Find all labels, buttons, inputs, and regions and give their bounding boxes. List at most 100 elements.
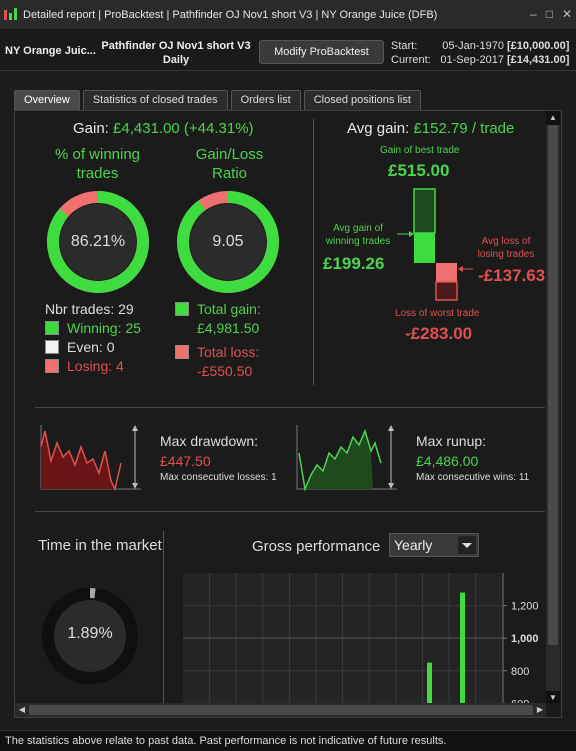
scroll-left-icon[interactable]: ◀: [18, 705, 26, 714]
winning-swatch: [45, 321, 59, 335]
divider-top: [35, 407, 545, 408]
title-bar: Detailed report | ProBacktest | Pathfind…: [0, 0, 576, 30]
avg-gain-summary: Avg gain: £152.79 / trade: [347, 120, 514, 137]
start-label: Start:: [391, 40, 418, 52]
vertical-scroll-thumb[interactable]: [548, 125, 558, 645]
gain-label: Gain:: [73, 120, 109, 137]
nbr-trades: Nbr trades: 29: [45, 301, 134, 317]
gain-summary: Gain: £4,431.00 (+44.31%): [73, 120, 254, 137]
tab-closed-positions-list[interactable]: Closed positions list: [303, 90, 421, 110]
total-gain-value: £4,981.50: [197, 320, 260, 336]
current-value: [£14,431.00]: [507, 54, 570, 66]
avg-gain-loss-diagram: [397, 188, 473, 301]
date-range: Start: 05-Jan-1970 [£10,000.00] Current:…: [391, 39, 569, 67]
losing-swatch: [45, 359, 59, 373]
overview-panel: Gain: £4,431.00 (+44.31%) % of winning t…: [14, 110, 562, 718]
maximize-button[interactable]: □: [545, 7, 553, 21]
winning-count: Winning: 25: [67, 320, 141, 336]
worst-trade-label: Loss of worst trade: [395, 308, 480, 319]
runup-area: [305, 431, 373, 489]
strategy-title: Pathfinder OJ Nov1 short V3: [101, 40, 251, 52]
worst-trade-bar: [435, 281, 458, 301]
market-divider: [163, 531, 164, 711]
app-logo-icon: [4, 7, 18, 22]
y-tick-label: 1,000: [511, 633, 539, 645]
total-loss-swatch: [175, 345, 189, 359]
runup-arrow-down-icon: [388, 483, 394, 489]
y-tick-label: 600: [511, 698, 529, 705]
horizontal-scroll-thumb[interactable]: [29, 705, 533, 715]
window-title: Detailed report | ProBacktest | Pathfind…: [23, 8, 438, 21]
period-select[interactable]: Yearly: [389, 533, 479, 557]
runup-arrow-up-icon: [388, 425, 394, 431]
gain-loss-ratio-value: 9.05: [212, 233, 244, 250]
total-loss-label: Total loss:: [197, 344, 260, 360]
disclaimer-footer: The statistics above relate to past data…: [0, 730, 576, 751]
period-select-value: Yearly: [394, 537, 433, 553]
max-consecutive-wins: Max consecutive wins: 11: [416, 472, 530, 483]
max-runup-value: £4,486.00: [416, 453, 479, 469]
avg-win-arrow-icon: [409, 231, 414, 237]
runup-line: [298, 428, 382, 492]
modify-probacktest-button[interactable]: Modify ProBacktest: [259, 40, 384, 64]
scrollbar-corner: [546, 703, 560, 717]
current-label: Current:: [391, 54, 431, 66]
start-value: [£10,000.00]: [507, 40, 570, 52]
total-gain-label: Total gain:: [197, 301, 261, 317]
minimize-button[interactable]: –: [530, 7, 537, 21]
gain-value: £4,431.00 (+44.31%): [113, 120, 254, 137]
gross-performance-title: Gross performance: [252, 538, 381, 555]
drawdown-area: [41, 431, 115, 489]
avg-loss-value: -£137.63: [478, 266, 546, 285]
avg-loss-label: Avg loss of losing trades: [477, 236, 535, 260]
scroll-down-icon[interactable]: ▼: [546, 691, 560, 705]
winning-ring-center: [60, 204, 136, 280]
runup-chart: [296, 425, 397, 492]
chevron-down-icon: [462, 543, 472, 548]
gross-bar: [427, 662, 432, 705]
avg-win-bar: [414, 233, 435, 263]
tab-orders-list[interactable]: Orders list: [230, 90, 301, 110]
gross-performance-chart: 1,200 1,000 800 600: [183, 573, 539, 705]
max-runup-label: Max runup:: [416, 433, 487, 449]
scroll-right-icon[interactable]: ▶: [536, 705, 544, 714]
market-gauge-center: [54, 600, 126, 672]
even-swatch: [45, 340, 59, 354]
gain-loss-ring-center: [190, 204, 266, 280]
vertical-scrollbar[interactable]: ▲ ▼: [546, 111, 560, 705]
drawdown-line: [40, 430, 122, 492]
avg-gain-value: £152.79 / trade: [413, 120, 515, 137]
divider-bottom: [35, 511, 545, 512]
drawdown-arrow-up-icon: [132, 425, 138, 431]
report-tabs: Overview Statistics of closed trades Ord…: [14, 90, 424, 110]
avg-loss-arrow-icon: [458, 266, 463, 272]
tab-statistics-closed-trades[interactable]: Statistics of closed trades: [82, 90, 228, 110]
section-divider: [313, 119, 314, 385]
best-trade-bar: [413, 188, 436, 234]
horizontal-scrollbar[interactable]: ◀ ▶: [15, 703, 547, 717]
avg-gain-label: Avg gain:: [347, 120, 410, 137]
strategy-timeframe: Daily: [162, 54, 190, 66]
losing-count: Losing: 4: [67, 358, 124, 374]
scroll-up-icon[interactable]: ▲: [546, 111, 560, 125]
winning-trades-title: % of winning trades: [54, 146, 141, 182]
strategy-name: Pathfinder OJ Nov1 short V3 Daily: [95, 39, 257, 67]
worst-trade-value: -£283.00: [405, 324, 473, 343]
close-button[interactable]: ✕: [561, 7, 572, 21]
y-tick-label: 800: [511, 666, 529, 678]
time-in-market-value: 1.89%: [67, 625, 113, 642]
gain-loss-ring-arc: [177, 191, 279, 293]
best-trade-label: Gain of best trade: [380, 145, 460, 156]
total-gain-swatch: [175, 302, 189, 316]
market-gauge-arc: [42, 588, 138, 684]
max-drawdown-label: Max drawdown:: [160, 433, 259, 449]
gain-loss-ratio-title: Gain/Loss Ratio: [195, 146, 264, 182]
drawdown-chart: [40, 425, 141, 492]
start-date: 05-Jan-1970: [442, 40, 504, 52]
period-select-button[interactable]: [458, 536, 476, 554]
report-header: NY Orange Juic... Pathfinder OJ Nov1 sho…: [0, 31, 576, 71]
winning-ring-arc: [47, 191, 149, 293]
y-tick-label: 1,200: [511, 601, 539, 613]
instrument-name: NY Orange Juic...: [5, 45, 96, 57]
tab-overview[interactable]: Overview: [14, 90, 80, 110]
